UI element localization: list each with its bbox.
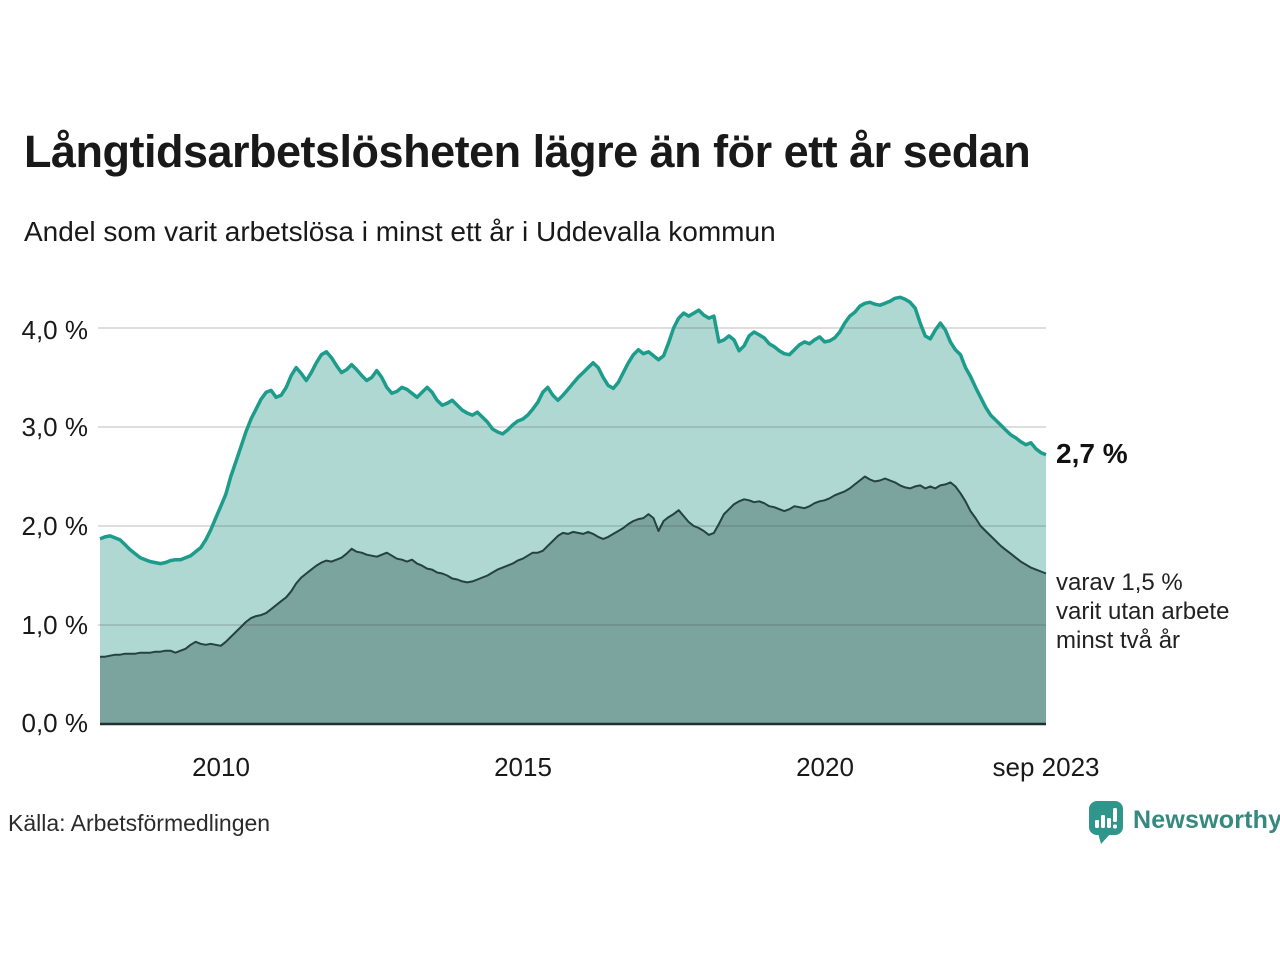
source-credit: Källa: Arbetsförmedlingen bbox=[8, 810, 271, 836]
page-title: Långtidsarbetslösheten lägre än för ett … bbox=[24, 126, 1031, 177]
secondary-annotation: varav 1,5 % varit utan arbete minst två … bbox=[1056, 568, 1229, 655]
series-two-years-area bbox=[100, 476, 1046, 724]
secondary-annotation-line-3: minst två år bbox=[1056, 627, 1181, 654]
x-axis-tick-2020: 2020 bbox=[796, 752, 854, 782]
newsworthy-icon bbox=[1089, 801, 1123, 844]
series-two-years-line bbox=[100, 475, 1047, 658]
page-subtitle: Andel som varit arbetslösa i minst ett å… bbox=[24, 216, 776, 247]
x-axis-tick-sep-2023: sep 2023 bbox=[992, 752, 1100, 782]
y-axis-tick-2: 2,0 % bbox=[21, 511, 89, 541]
y-axis-tick-0: 0,0 % bbox=[21, 708, 89, 738]
series-total-line bbox=[99, 295, 1047, 566]
brand-wordmark: Newsworthy bbox=[1133, 806, 1280, 834]
y-axis-tick-4: 4,0 % bbox=[21, 315, 89, 345]
secondary-annotation-line-1: varav 1,5 % bbox=[1056, 569, 1183, 596]
brand-logo: Newsworthy bbox=[1088, 800, 1280, 846]
y-axis-tick-1: 1,0 % bbox=[21, 610, 89, 640]
secondary-annotation-line-2: varit utan arbete bbox=[1056, 598, 1230, 625]
x-axis-tick-2010: 2010 bbox=[192, 752, 250, 782]
x-axis-tick-2015: 2015 bbox=[494, 752, 552, 782]
y-axis-tick-3: 3,0 % bbox=[21, 412, 89, 442]
latest-value-label: 2,7 % bbox=[1056, 438, 1128, 469]
